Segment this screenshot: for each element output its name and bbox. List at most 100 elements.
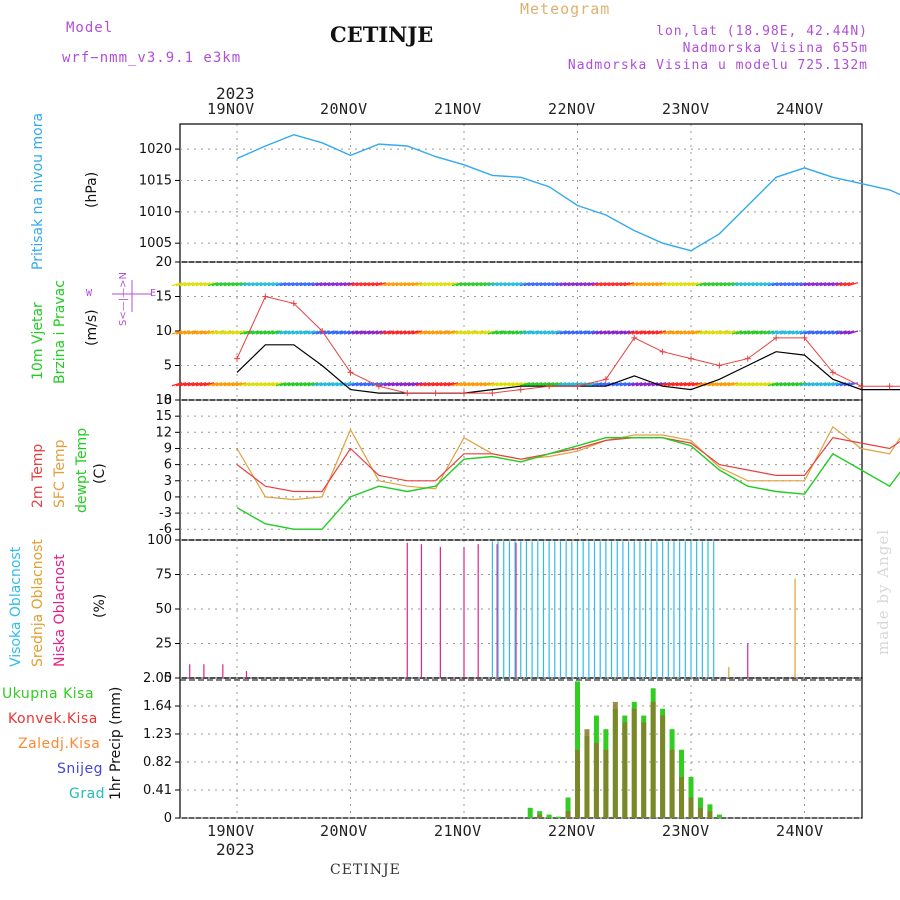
wind-barb — [535, 382, 547, 387]
wind-barb — [451, 382, 463, 387]
wind-barb — [219, 382, 231, 387]
wind-barb — [287, 382, 299, 387]
wind-barb — [639, 330, 651, 335]
y-tick-label: 50 — [155, 602, 172, 617]
wind-barb — [379, 382, 391, 387]
wind-barb — [387, 330, 399, 335]
wind-barb — [251, 330, 263, 335]
wind-gust-marker — [829, 369, 836, 376]
wind-barb — [435, 382, 447, 387]
wind-barb — [759, 282, 771, 287]
wind-barb — [767, 282, 779, 287]
wind-barb — [323, 330, 335, 335]
wind-barb — [179, 382, 191, 387]
wind-barb — [731, 282, 743, 287]
wind-barb — [231, 330, 243, 335]
wind-gust-marker — [517, 386, 524, 393]
wind-barb — [743, 282, 755, 287]
date-top-1: 20NOV — [320, 100, 368, 118]
wind-barb — [439, 382, 451, 387]
wind-barb — [459, 330, 471, 335]
wind-gust-marker — [773, 334, 780, 341]
wind-barb — [499, 382, 511, 387]
wind-barb — [535, 282, 547, 287]
wind-barb — [443, 382, 455, 387]
wind-barb — [399, 382, 411, 387]
wind-barb — [575, 330, 587, 335]
precip-conv-bar — [697, 807, 703, 818]
wind-barb — [395, 330, 407, 335]
wind-barb — [195, 382, 207, 387]
wind-barb — [819, 282, 831, 287]
wind-barb — [691, 282, 703, 287]
wind-barb — [499, 330, 511, 335]
y-tick-label: 0.41 — [143, 783, 172, 798]
wind-barb — [747, 382, 759, 387]
wind-barb — [399, 282, 411, 287]
wind-barb — [431, 282, 443, 287]
wind-barb — [303, 282, 315, 287]
wind-barb — [303, 382, 315, 387]
wind-barb — [515, 382, 527, 387]
wind-barb — [267, 382, 279, 387]
wind-barb — [675, 382, 687, 387]
wind-barb — [327, 330, 339, 335]
wind-barb — [795, 330, 807, 335]
wind-barb — [223, 330, 235, 335]
wind-barb — [763, 282, 775, 287]
wind-barb — [775, 382, 787, 387]
wind-barb — [619, 330, 631, 335]
wind-barb — [843, 282, 855, 287]
wind-barb — [735, 282, 747, 287]
wind-barb — [827, 382, 839, 387]
wind-gust-marker — [886, 383, 893, 390]
wind-barb — [799, 282, 811, 287]
wind-barb — [743, 330, 755, 335]
wind-barb — [627, 282, 639, 287]
wind-gust-marker — [631, 334, 638, 341]
wind-barb — [775, 282, 787, 287]
wind-barb — [487, 382, 499, 387]
wind-barb — [619, 282, 631, 287]
wind-barb — [331, 282, 343, 287]
wind-barb — [839, 330, 851, 335]
wind-barb — [659, 282, 671, 287]
wind-gust-marker — [262, 293, 269, 300]
wind-barb — [739, 282, 751, 287]
wind-barb — [207, 330, 219, 335]
wind-barb — [831, 330, 843, 335]
wind-barb — [183, 382, 195, 387]
wind-barb — [607, 282, 619, 287]
wind-barb — [843, 382, 855, 387]
wind-barb — [595, 282, 607, 287]
wind-barb — [759, 382, 771, 387]
wind-gust-marker — [461, 390, 467, 397]
wind-barb — [651, 330, 663, 335]
wind-barb — [439, 330, 451, 335]
wind-barb — [723, 330, 735, 335]
wind-barb — [679, 382, 691, 387]
wind-barb — [487, 282, 499, 287]
wind-barb — [283, 382, 295, 387]
wind-barb — [395, 282, 407, 287]
wind-barb — [623, 330, 635, 335]
wind-barb — [763, 382, 775, 387]
wind-barb — [683, 330, 695, 335]
wind-barb — [519, 382, 531, 387]
wind-barb — [475, 282, 487, 287]
wind-barb — [827, 330, 839, 335]
wind-barb — [751, 330, 763, 335]
precip-conv-bar — [641, 722, 647, 818]
wind-barb — [455, 282, 467, 287]
wind-barb — [707, 382, 719, 387]
wind-barb — [783, 382, 795, 387]
wind-barb — [219, 282, 231, 287]
wind-barb — [779, 382, 791, 387]
wind-barb — [715, 382, 727, 387]
wind-barb — [363, 330, 375, 335]
wind-barb — [263, 282, 275, 287]
wind-barb — [563, 330, 575, 335]
wind-barb — [227, 282, 239, 287]
wind-barb — [239, 382, 251, 387]
wind-barb — [787, 330, 799, 335]
